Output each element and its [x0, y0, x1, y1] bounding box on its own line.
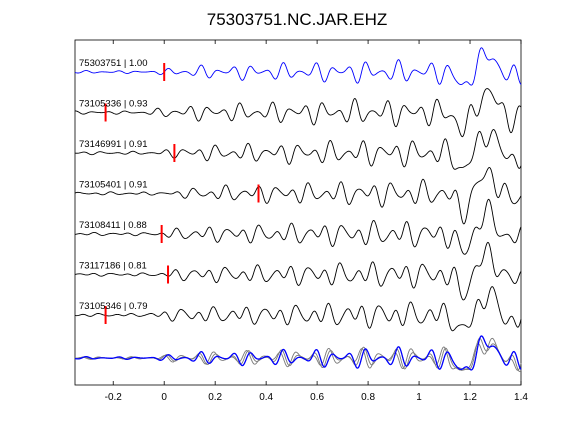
trace-label: 73108411 | 0.88: [79, 220, 147, 231]
trace-label: 73117186 | 0.81: [79, 261, 147, 272]
trace-group: 73117186 | 0.81: [74, 241, 522, 301]
trace-line: [74, 47, 522, 86]
plot-area-frame: [74, 39, 522, 386]
trace-line: [74, 167, 522, 225]
trace-line: [74, 198, 522, 255]
x-tick-label: 0.6: [310, 392, 324, 403]
x-tick-label: 1.4: [514, 392, 528, 403]
trace-label: 73105401 | 0.91: [79, 180, 148, 191]
trace-group: 73108411 | 0.88: [74, 198, 522, 255]
trace-label: 75303751 | 1.00: [79, 58, 148, 69]
trace-stack: 75303751 | 1.00 73105336 | 0.93 73146991 |…: [74, 47, 522, 332]
trace-group: 73105401 | 0.91: [74, 167, 522, 225]
overlay-stack: [74, 335, 522, 372]
chart-title: 75303751.NC.JAR.EHZ: [207, 10, 387, 29]
trace-label: 73105346 | 0.79: [79, 301, 148, 312]
x-tick-label: 1: [416, 392, 422, 403]
trace-label: 73146991 | 0.91: [79, 139, 148, 150]
trace-group: 73105336 | 0.93: [74, 88, 522, 138]
x-tick-label: -0.2: [105, 392, 123, 403]
overlay-trace-line: [74, 335, 522, 371]
trace-line: [74, 128, 522, 170]
trace-line: [74, 88, 522, 138]
x-tick-label: 0.2: [208, 392, 222, 403]
trace-group: 75303751 | 1.00: [74, 47, 522, 86]
trace-group: 73105346 | 0.79: [74, 286, 522, 332]
x-tick-label: 0.4: [259, 392, 273, 403]
trace-label: 73105336 | 0.93: [79, 99, 148, 110]
x-tick-label: 0.8: [361, 392, 375, 403]
trace-line: [74, 241, 522, 301]
trace-line: [74, 286, 522, 332]
trace-group: 73146991 | 0.91: [74, 128, 522, 170]
x-axis: -0.2 0 0.2 0.4 0.6 0.8 1 1.2 1.4: [105, 40, 528, 403]
x-tick-label: 0: [161, 392, 167, 403]
x-tick-label: 1.2: [463, 392, 477, 403]
